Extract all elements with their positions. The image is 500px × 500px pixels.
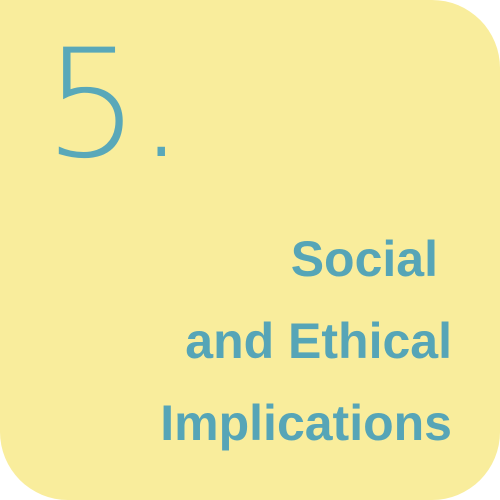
section-title: Social and Ethical Implications	[32, 218, 452, 464]
title-line-implications: Implications	[160, 395, 452, 451]
title-line-social: Social	[290, 231, 438, 287]
section-number: 5.	[44, 18, 185, 192]
title-line-and-ethical: and Ethical	[185, 313, 452, 369]
